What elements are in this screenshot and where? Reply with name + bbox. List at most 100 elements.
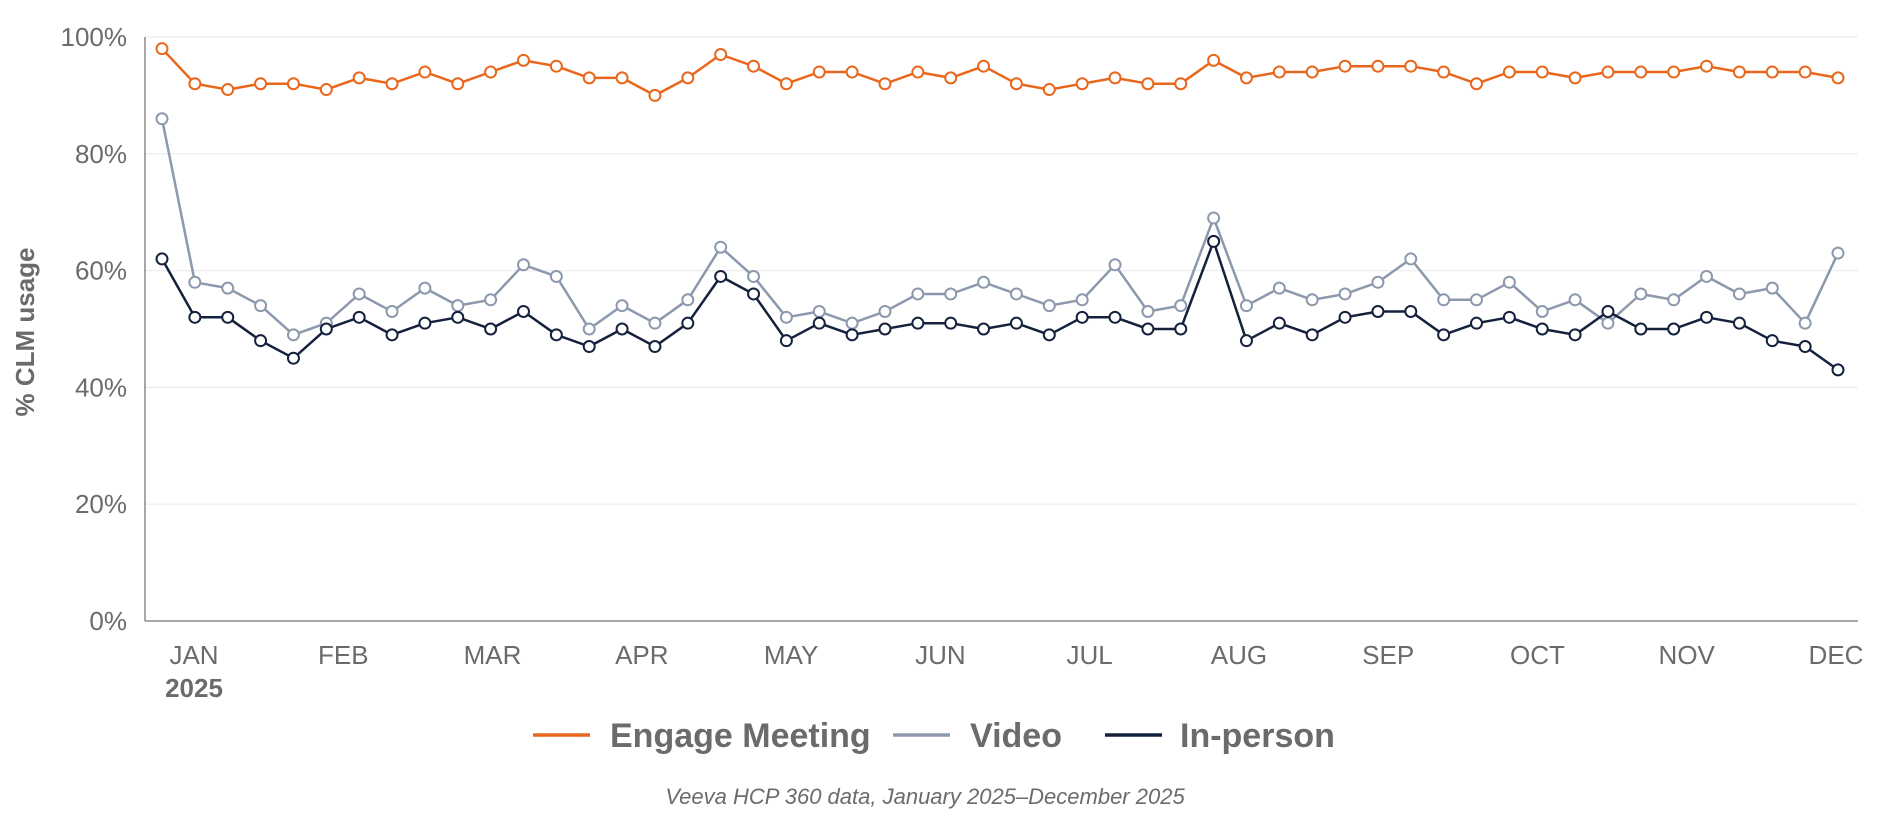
legend: Engage Meeting Video In-person bbox=[533, 717, 1335, 755]
data-point bbox=[352, 310, 366, 324]
data-point bbox=[845, 65, 859, 79]
x-tick-label: AUG bbox=[1211, 640, 1267, 670]
data-point bbox=[155, 112, 169, 126]
data-point bbox=[1239, 299, 1253, 313]
y-axis-label: % CLM usage bbox=[10, 247, 40, 416]
data-point bbox=[1502, 65, 1516, 79]
data-point bbox=[1272, 316, 1286, 330]
data-point bbox=[714, 269, 728, 283]
data-point bbox=[484, 65, 498, 79]
data-point bbox=[1141, 322, 1155, 336]
data-point bbox=[1009, 77, 1023, 91]
data-point bbox=[812, 65, 826, 79]
data-point bbox=[1305, 328, 1319, 342]
data-point bbox=[1371, 59, 1385, 73]
data-point bbox=[254, 334, 268, 348]
data-point bbox=[911, 316, 925, 330]
data-point bbox=[1634, 287, 1648, 301]
legend-item: Video bbox=[893, 717, 1062, 755]
data-point bbox=[286, 77, 300, 91]
series-video bbox=[155, 112, 1845, 342]
series-line bbox=[160, 118, 1840, 337]
data-point bbox=[1174, 77, 1188, 91]
data-point bbox=[352, 287, 366, 301]
x-tick-label: OCT bbox=[1510, 640, 1565, 670]
x-tick-label: APR bbox=[615, 640, 668, 670]
data-point bbox=[1075, 293, 1089, 307]
data-point bbox=[516, 304, 530, 318]
series-engage-meeting bbox=[155, 42, 1845, 102]
data-point bbox=[254, 299, 268, 313]
y-tick-label: 100% bbox=[61, 22, 128, 52]
data-point bbox=[681, 71, 695, 85]
data-point bbox=[155, 252, 169, 266]
data-point bbox=[878, 77, 892, 91]
series-line bbox=[160, 240, 1839, 371]
data-point bbox=[1667, 293, 1681, 307]
data-point bbox=[1272, 65, 1286, 79]
data-point bbox=[1568, 328, 1582, 342]
data-point bbox=[1535, 322, 1549, 336]
data-point bbox=[188, 310, 202, 324]
data-point bbox=[1239, 334, 1253, 348]
data-point bbox=[944, 71, 958, 85]
legend-item: Engage Meeting bbox=[533, 717, 871, 755]
data-point bbox=[1042, 328, 1056, 342]
data-point bbox=[1075, 310, 1089, 324]
data-point bbox=[1371, 275, 1385, 289]
data-point bbox=[1108, 310, 1122, 324]
data-point bbox=[1732, 316, 1746, 330]
data-point bbox=[747, 269, 761, 283]
data-point bbox=[1404, 252, 1418, 266]
source-note: Veeva HCP 360 data, January 2025–Decembe… bbox=[665, 784, 1185, 809]
data-point bbox=[516, 258, 530, 272]
y-tick-label: 80% bbox=[75, 139, 127, 169]
data-point bbox=[1634, 322, 1648, 336]
data-point bbox=[286, 328, 300, 342]
data-point bbox=[516, 53, 530, 67]
series-line bbox=[161, 47, 1839, 97]
data-point bbox=[977, 59, 991, 73]
x-tick-label: NOV bbox=[1659, 640, 1716, 670]
data-point bbox=[549, 269, 563, 283]
data-point bbox=[484, 322, 498, 336]
data-point bbox=[221, 281, 235, 295]
data-point bbox=[352, 71, 366, 85]
data-point bbox=[418, 65, 432, 79]
data-point bbox=[1437, 65, 1451, 79]
data-point bbox=[1042, 83, 1056, 97]
data-point bbox=[878, 322, 892, 336]
data-point bbox=[221, 310, 235, 324]
data-point bbox=[648, 88, 662, 102]
data-point bbox=[944, 287, 958, 301]
data-point bbox=[977, 275, 991, 289]
data-point bbox=[1667, 65, 1681, 79]
data-point bbox=[1798, 340, 1812, 354]
data-point bbox=[1272, 281, 1286, 295]
data-point bbox=[1601, 304, 1615, 318]
data-point bbox=[1437, 328, 1451, 342]
data-point bbox=[681, 316, 695, 330]
data-point bbox=[549, 59, 563, 73]
data-point bbox=[648, 316, 662, 330]
data-point bbox=[1502, 310, 1516, 324]
legend-label: In-person bbox=[1180, 717, 1335, 755]
data-point bbox=[549, 328, 563, 342]
data-point bbox=[1535, 304, 1549, 318]
data-point bbox=[418, 281, 432, 295]
x-tick-label: JAN bbox=[169, 640, 218, 670]
data-point bbox=[1009, 287, 1023, 301]
data-point bbox=[944, 316, 958, 330]
data-point bbox=[1601, 65, 1615, 79]
data-point bbox=[582, 340, 596, 354]
data-point bbox=[1075, 77, 1089, 91]
data-point bbox=[1404, 304, 1418, 318]
data-point bbox=[451, 77, 465, 91]
data-point bbox=[1798, 65, 1812, 79]
data-point bbox=[878, 304, 892, 318]
legend-label: Engage Meeting bbox=[610, 717, 871, 755]
data-point bbox=[812, 316, 826, 330]
data-point bbox=[1831, 363, 1845, 377]
data-point bbox=[1568, 293, 1582, 307]
